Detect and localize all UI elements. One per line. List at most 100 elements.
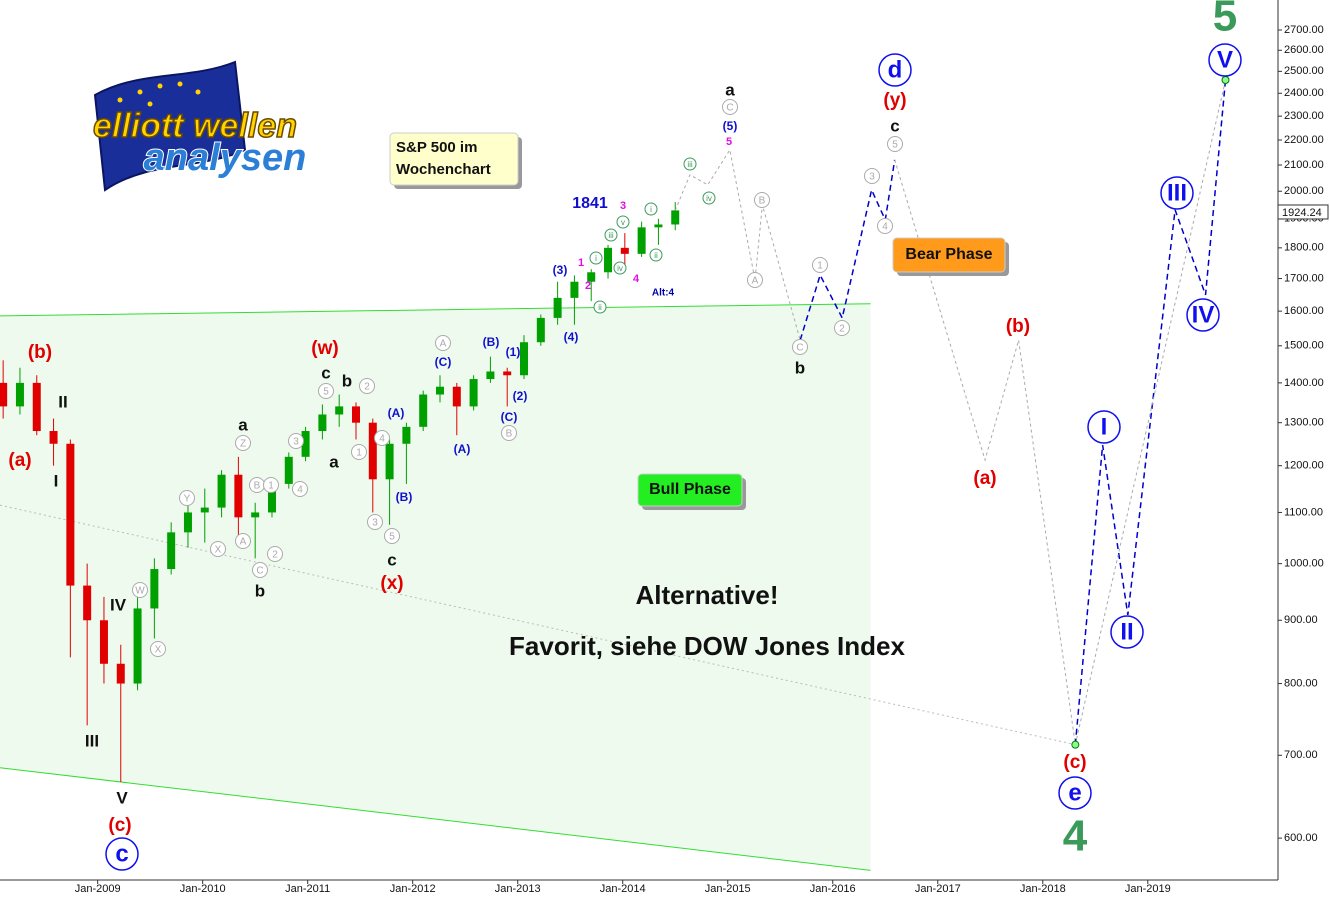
wave-circle — [267, 546, 283, 562]
y-tick-label: 2400.00 — [1284, 87, 1324, 99]
wave-label: i — [650, 205, 652, 214]
wave-label: c — [321, 363, 330, 382]
wave-label: 1 — [268, 481, 274, 492]
wave-circle — [887, 136, 903, 152]
wave-circle — [235, 435, 251, 451]
candle-body — [301, 431, 310, 457]
wave-label: 2 — [585, 280, 591, 292]
wave-label: A — [440, 339, 447, 350]
wave-label: 3 — [869, 172, 875, 183]
logo-flag — [93, 60, 247, 192]
candle-body — [15, 382, 24, 407]
wave-circle — [1208, 43, 1242, 77]
candle-body — [452, 386, 461, 407]
wave-label: 1 — [817, 261, 823, 272]
wave-label: A — [752, 276, 759, 287]
wave-label: i — [595, 254, 597, 263]
wave-label: 5 — [323, 387, 329, 398]
wave-label: (A) — [454, 442, 471, 456]
candle-body — [385, 443, 394, 480]
wave-label: (c) — [108, 815, 131, 836]
projection-path — [799, 159, 896, 341]
wave-circle — [649, 248, 663, 262]
wave-label: 1 — [356, 448, 362, 459]
wave-label: (B) — [483, 335, 500, 349]
candle-body — [49, 431, 58, 444]
wave-circle — [501, 425, 517, 441]
channel-area — [0, 303, 871, 871]
candle-body — [503, 371, 512, 376]
wave-label: 1 — [578, 257, 584, 269]
wave-circle — [792, 339, 808, 355]
wave-label: b — [342, 371, 352, 390]
wave-label: V — [1217, 46, 1233, 73]
wave-label: v — [621, 218, 625, 227]
y-tick-label: 700.00 — [1284, 749, 1318, 761]
wave-circle — [616, 215, 630, 229]
wave-label: 5 — [726, 136, 732, 148]
candle-body — [217, 474, 226, 508]
x-tick-label: Jan-2013 — [495, 883, 541, 895]
wave-label: 4 — [379, 434, 385, 445]
y-tick-label: 1300.00 — [1284, 417, 1324, 429]
candle-body — [200, 507, 209, 513]
y-tick-label: 1200.00 — [1284, 460, 1324, 472]
y-tick-label: 2200.00 — [1284, 134, 1324, 146]
wave-label: (y) — [883, 90, 906, 111]
wave-label: B — [759, 196, 766, 207]
candle-body — [267, 483, 276, 513]
candle-body — [234, 474, 243, 518]
wave-circle — [593, 300, 607, 314]
wave-circle — [374, 430, 390, 446]
wave-label: 4 — [297, 485, 303, 496]
logo: elliott wellen analysen — [92, 60, 307, 192]
wave-label: C — [256, 566, 263, 577]
axis-bg — [1278, 0, 1330, 898]
logo-line1: elliott wellen — [93, 107, 297, 145]
wave-label: 5 — [1213, 0, 1237, 41]
y-tick-label: 600.00 — [1284, 832, 1318, 844]
wave-circle — [292, 481, 308, 497]
bear-box — [892, 237, 1006, 273]
candle-body — [351, 406, 360, 423]
wave-label: 5 — [389, 532, 395, 543]
projection-point — [1071, 740, 1080, 749]
candle-body — [419, 394, 428, 427]
y-tick-label: 1100.00 — [1284, 506, 1323, 518]
candle-body — [167, 532, 176, 570]
wave-circle — [834, 320, 850, 336]
wave-label: e — [1068, 779, 1081, 806]
wave-circle — [877, 218, 893, 234]
y-tick-label: 1600.00 — [1284, 305, 1324, 317]
wave-circle — [210, 541, 226, 557]
current-price-tag — [1277, 204, 1329, 220]
wave-circle — [754, 192, 770, 208]
wave-circle — [367, 514, 383, 530]
wave-label: b — [255, 581, 265, 600]
wave-circle — [1160, 176, 1194, 210]
bull-box — [637, 473, 743, 507]
wave-circle — [263, 477, 279, 493]
wave-label: (B) — [396, 490, 413, 504]
wave-circle — [359, 378, 375, 394]
wave-label: 3 — [293, 437, 299, 448]
wave-label: iv — [617, 264, 623, 273]
candle-body — [620, 247, 629, 254]
wave-label: II — [58, 392, 67, 411]
candle-body — [150, 569, 159, 609]
candle-body — [553, 297, 562, 318]
projection-path — [894, 159, 1076, 745]
wave-circle — [252, 562, 268, 578]
wave-circle — [1186, 298, 1220, 332]
wave-circle — [604, 228, 618, 242]
wave-label: X — [215, 545, 222, 556]
wave-circle — [864, 168, 880, 184]
wave-circle — [613, 261, 627, 275]
x-tick-label: Jan-2019 — [1125, 883, 1171, 895]
info-box-text: Wochenchart — [396, 161, 491, 178]
wave-label: d — [888, 56, 903, 83]
note: Favorit, siehe DOW Jones Index — [509, 631, 905, 661]
wave-label: a — [725, 80, 735, 99]
wave-label: 2 — [364, 382, 370, 393]
